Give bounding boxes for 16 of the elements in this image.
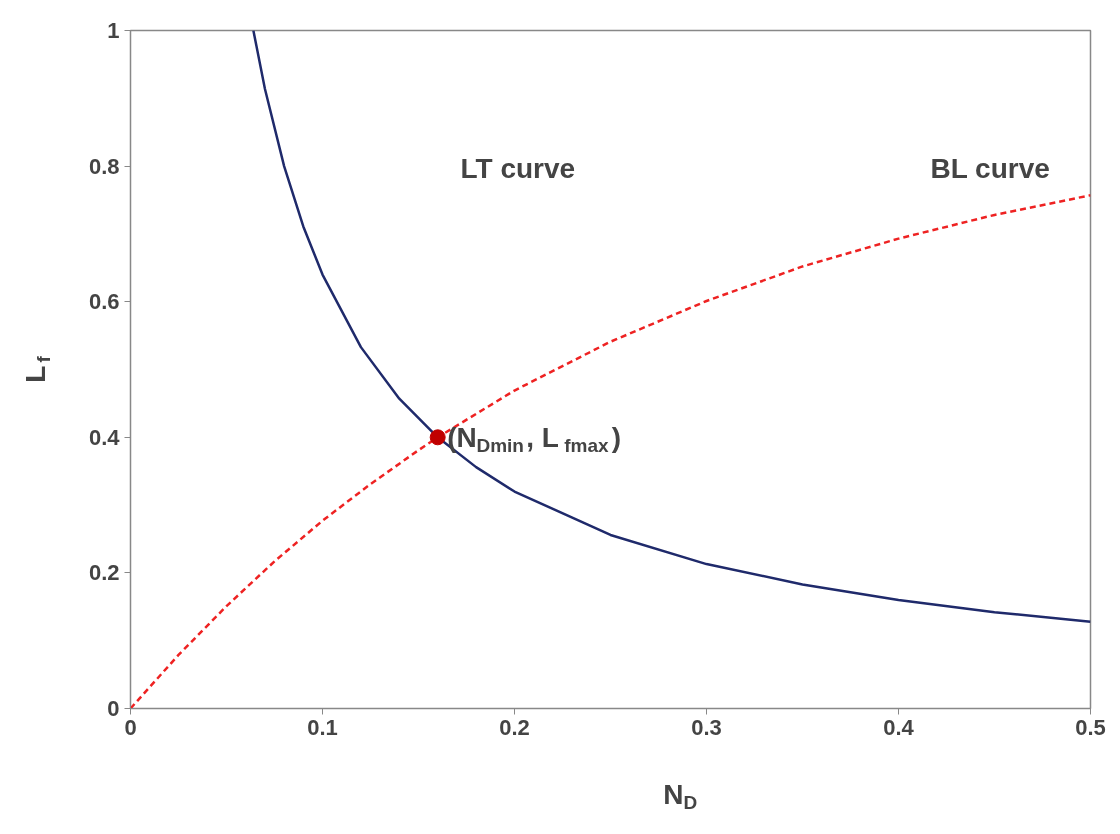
annotation: LT curve xyxy=(460,153,576,184)
x-tick-label: 0.2 xyxy=(499,714,530,740)
y-tick-label: 0.8 xyxy=(88,153,120,179)
y-axis-title: Lf xyxy=(20,355,55,383)
x-tick-label: 0.1 xyxy=(307,714,338,740)
y-tick-label: 0 xyxy=(107,696,120,721)
annotation: BL curve xyxy=(930,153,1050,184)
x-tick-label: 0.3 xyxy=(691,714,722,740)
y-tick-label: 0.2 xyxy=(88,560,120,586)
x-tick-label: 0.5 xyxy=(1075,714,1106,740)
x-tick-label: 0.4 xyxy=(883,714,915,740)
line-series xyxy=(252,30,1091,623)
x-tick-label: 0 xyxy=(124,714,137,740)
y-tick-label: 0.6 xyxy=(88,289,120,315)
y-tick-label: 0.4 xyxy=(88,424,121,450)
y-tick-label: 1 xyxy=(107,18,120,43)
